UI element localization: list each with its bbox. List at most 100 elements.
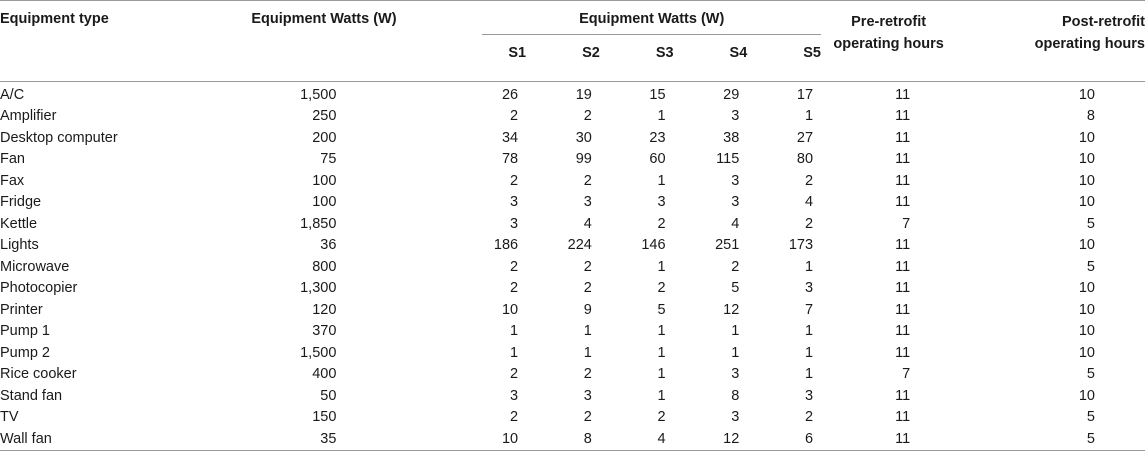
cell-site-s5: 2 [804,215,814,232]
table-row: Rice cooker 400 2 2 1 3 1 7 5 [0,364,1145,386]
cell-site-s4: 115 [716,151,740,167]
cell-site-s5: 4 [804,194,814,210]
cell-post-retrofit-hours: 8 [1086,108,1095,124]
table-row: Wall fan 35 10 8 4 12 6 11 5 [0,428,1145,451]
cell-site-s2: 99 [575,151,592,167]
cell-post-retrofit-hours: 10 [1078,237,1095,253]
cell-site-s1: 2 [510,409,519,425]
cell-site-s1: 1 [510,344,519,361]
table-body: A/C 1,500 26 19 15 29 17 11 10 Amplifier 250 2 2 1 3 1 1… [0,81,1145,451]
cell-site-s4: 1 [731,323,740,339]
cell-equipment-watts: 1,850 [300,215,337,232]
cell-equipment-type: Fax [0,172,25,189]
table-row: Pump 1 370 1 1 1 1 1 11 10 [0,321,1145,343]
cell-site-s2: 4 [583,215,592,232]
cell-site-s2: 3 [583,387,592,404]
cell-site-s2: 2 [583,172,592,189]
cell-site-s5: 3 [804,387,814,404]
cell-equipment-watts: 35 [195,428,453,451]
cell-post-retrofit-hours: 5 [1086,409,1095,425]
cell-site-s3: 2 [657,409,666,425]
cell-equipment-watts: 1,300 [300,280,337,296]
header-equipment-watts: Equipment Watts (W) [195,0,453,82]
cell-site-s1: 3 [510,194,519,210]
cell-site-s5: 6 [747,428,822,451]
header-post-retrofit-hours: Post-retrofit operating hours [956,0,1145,82]
table-header: Equipment type Equipment Watts (W) Equip… [0,0,1145,82]
cell-equipment-watts: 400 [312,366,337,382]
cell-pre-retrofit-hours: 11 [895,86,911,103]
cell-post-retrofit-hours: 10 [1078,86,1095,103]
cell-site-s3: 1 [657,108,666,124]
cell-site-s5: 1 [804,344,814,361]
cell-site-s3: 146 [641,237,666,253]
cell-site-s4: 3 [731,366,740,382]
cell-post-retrofit-hours: 10 [1078,387,1095,404]
cell-post-retrofit-hours: 10 [1078,323,1095,339]
cell-equipment-type: Pump 1 [0,323,50,339]
cell-site-s2: 9 [583,301,592,318]
cell-site-s4: 12 [723,301,740,318]
cell-site-s5: 2 [804,172,814,189]
cell-site-s4: 251 [715,237,740,253]
cell-site-s5: 1 [804,108,814,124]
cell-site-s3: 23 [649,129,666,146]
cell-equipment-type: Amplifier [0,108,57,124]
cell-post-retrofit-hours: 10 [1078,301,1095,318]
cell-pre-retrofit-hours: 11 [895,194,911,210]
cell-equipment-watts: 50 [320,387,337,404]
cell-site-s2: 224 [567,237,592,253]
cell-site-s3: 1 [657,344,666,361]
cell-equipment-watts: 75 [320,151,337,167]
header-pre-retrofit-hours: Pre-retrofit operating hours [821,0,957,82]
cell-site-s1: 2 [510,258,519,275]
cell-equipment-watts: 1,500 [300,86,337,103]
table-row: Printer 120 10 9 5 12 7 11 10 [0,300,1145,322]
table-row: A/C 1,500 26 19 15 29 17 11 10 [0,81,1145,106]
cell-site-s5: 2 [804,409,814,425]
cell-post-retrofit-hours: 10 [1078,172,1095,189]
header-site-s5: S5 [747,35,822,82]
cell-pre-retrofit-hours: 11 [895,151,911,167]
cell-equipment-watts: 100 [312,194,337,210]
cell-site-s3: 1 [657,366,666,382]
cell-pre-retrofit-hours: 11 [821,428,957,451]
cell-site-s2: 2 [583,409,592,425]
cell-site-s2: 2 [583,366,592,382]
cell-site-s3: 1 [657,323,666,339]
cell-post-retrofit-hours: 5 [1086,366,1095,382]
cell-site-s4: 38 [723,129,740,146]
cell-site-s1: 26 [501,86,519,103]
cell-post-retrofit-hours: 10 [1078,280,1095,296]
cell-site-s4: 8 [731,387,740,404]
cell-site-s1: 3 [510,215,519,232]
cell-equipment-type: Pump 2 [0,344,50,361]
cell-equipment-type: Microwave [0,258,70,275]
cell-equipment-type: Rice cooker [0,366,77,382]
cell-site-s5: 1 [804,366,814,382]
cell-equipment-type: Wall fan [0,428,196,451]
cell-site-s2: 30 [575,129,592,146]
header-post-line1: Post-retrofit [1062,14,1145,30]
cell-site-s5: 1 [804,258,814,275]
cell-site-s4: 12 [673,428,748,451]
cell-site-s5: 1 [804,323,814,339]
header-site-group-label: Equipment Watts (W) [482,11,822,35]
cell-site-s1: 2 [510,366,519,382]
cell-site-s2: 1 [583,323,592,339]
cell-site-s3: 4 [599,428,674,451]
cell-equipment-watts: 250 [312,108,337,124]
cell-site-s4: 2 [731,258,740,275]
cell-site-s2: 1 [583,344,592,361]
cell-site-s5: 80 [796,151,814,167]
cell-equipment-type: Fan [0,151,25,167]
table-row: Fridge 100 3 3 3 3 4 11 10 [0,192,1145,214]
cell-site-s1: 1 [510,323,519,339]
cell-site-s4: 5 [731,280,740,296]
cell-post-retrofit-hours: 5 [1086,258,1095,275]
header-site-s1: S1 [452,35,527,82]
cell-pre-retrofit-hours: 11 [895,301,911,318]
cell-site-s3: 1 [657,387,666,404]
cell-site-s3: 2 [657,280,666,296]
